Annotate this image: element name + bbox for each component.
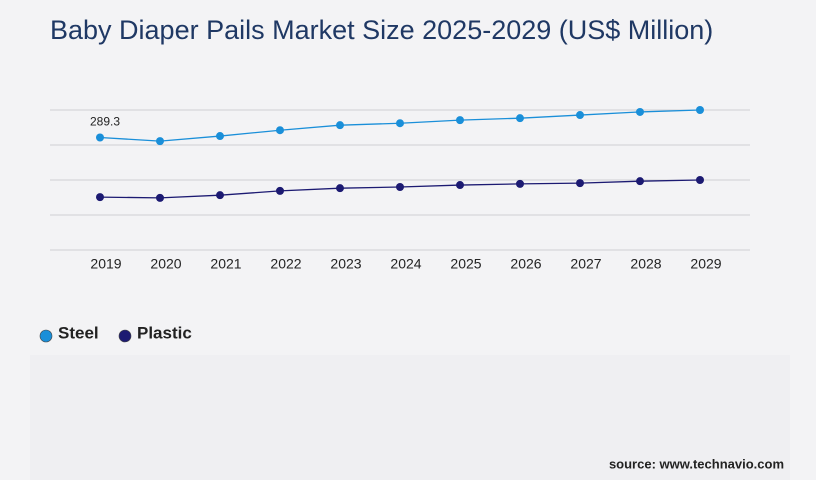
data-point <box>576 111 584 120</box>
data-point <box>336 184 344 193</box>
data-point <box>516 179 524 188</box>
data-point <box>216 132 224 141</box>
x-tick-label: 2023 <box>330 256 361 272</box>
x-tick-label: 2027 <box>570 256 601 272</box>
x-tick-label: 2019 <box>90 256 121 272</box>
data-point <box>696 176 704 184</box>
data-point <box>216 191 224 200</box>
data-point <box>516 114 524 123</box>
data-point <box>336 121 344 130</box>
x-tick-label: 2025 <box>450 256 481 272</box>
x-tick-label: 2029 <box>690 256 721 272</box>
data-label: 289.3 <box>90 115 120 129</box>
legend-marker <box>118 329 132 343</box>
data-point <box>636 107 644 116</box>
data-point <box>636 177 644 186</box>
data-point <box>396 119 404 128</box>
data-point <box>576 179 584 188</box>
data-point <box>96 193 104 202</box>
data-point <box>276 126 284 135</box>
data-point <box>156 193 164 202</box>
legend-label: Steel <box>58 323 99 342</box>
data-point <box>696 106 704 114</box>
x-tick-label: 2028 <box>630 256 661 272</box>
x-tick-label: 2024 <box>390 256 421 272</box>
legend-label: Plastic <box>137 323 192 342</box>
data-point <box>276 186 284 195</box>
x-tick-label: 2022 <box>270 256 301 272</box>
chart-title: Baby Diaper Pails Market Size 2025-2029 … <box>50 15 713 45</box>
x-tick-label: 2021 <box>210 256 241 272</box>
data-point <box>456 181 464 190</box>
source: source: www.technavio.com <box>609 456 784 471</box>
x-tick-label: 2020 <box>150 256 181 272</box>
data-point <box>96 133 104 142</box>
grid <box>50 109 750 251</box>
data-point <box>156 137 164 146</box>
legend-marker <box>39 329 53 343</box>
panel <box>30 355 790 480</box>
data-point <box>396 183 404 191</box>
x-tick-label: 2026 <box>510 256 541 272</box>
data-point <box>456 116 464 125</box>
